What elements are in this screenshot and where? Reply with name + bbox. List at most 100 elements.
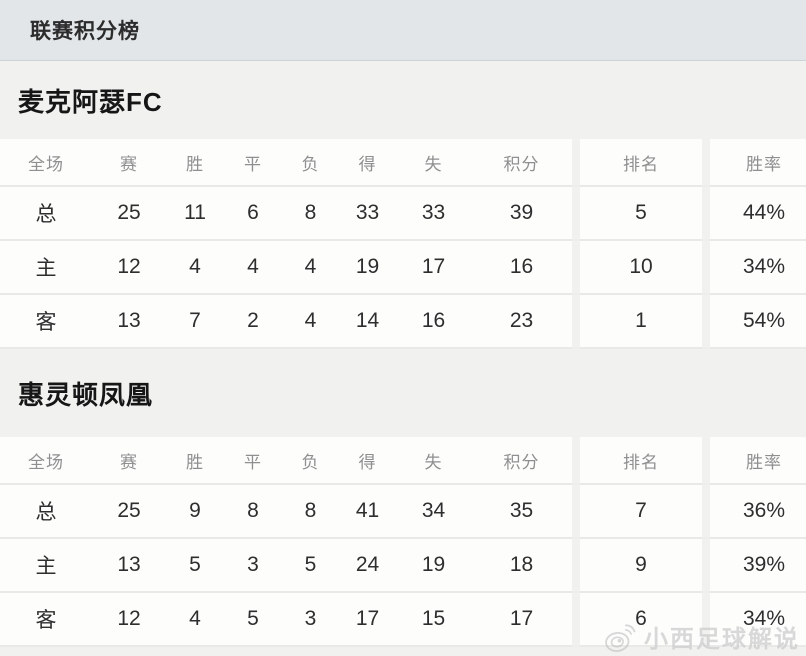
- cell-rank: 7: [580, 485, 702, 539]
- team-name: 麦克阿瑟FC: [18, 86, 163, 117]
- table-row-away: 客 13 7 2 4 14 16 23 1 54%: [0, 295, 806, 349]
- panel-gap: [572, 187, 580, 241]
- table-row-home: 主 13 5 3 5 24 19 18 9 39%: [0, 539, 806, 593]
- col-drawn: 平: [224, 139, 282, 187]
- row-scope-label: 主: [0, 539, 92, 593]
- cell-played: 12: [92, 241, 166, 295]
- panel-gap: [572, 539, 580, 593]
- cell-win-rate: 34%: [710, 593, 806, 647]
- panel-gap: [702, 139, 710, 187]
- cell-drawn: 5: [224, 593, 282, 647]
- cell-goals-for: 19: [339, 241, 396, 295]
- cell-goals-against: 16: [396, 295, 471, 349]
- panel-gap: [572, 241, 580, 295]
- cell-rank: 6: [580, 593, 702, 647]
- cell-goals-for: 33: [339, 187, 396, 241]
- cell-played: 13: [92, 295, 166, 349]
- standings-table-wellington: 全场 赛 胜 平 负 得 失 积分 排名 胜率 总 25 9 8 8 41 34: [0, 437, 806, 647]
- col-rank: 排名: [580, 437, 702, 485]
- cell-rank: 1: [580, 295, 702, 349]
- row-scope-label: 主: [0, 241, 92, 295]
- cell-won: 9: [166, 485, 224, 539]
- cell-points: 39: [471, 187, 572, 241]
- col-lost: 负: [282, 437, 339, 485]
- cell-goals-against: 33: [396, 187, 471, 241]
- col-points: 积分: [471, 139, 572, 187]
- col-win-rate: 胜率: [710, 139, 806, 187]
- cell-win-rate: 36%: [710, 485, 806, 539]
- table-row-total: 总 25 9 8 8 41 34 35 7 36%: [0, 485, 806, 539]
- cell-drawn: 8: [224, 485, 282, 539]
- row-scope-label: 客: [0, 593, 92, 647]
- table-row-home: 主 12 4 4 4 19 17 16 10 34%: [0, 241, 806, 295]
- page-title: 联赛积分榜: [30, 20, 140, 43]
- panel-gap: [702, 187, 710, 241]
- cell-won: 11: [166, 187, 224, 241]
- cell-goals-against: 17: [396, 241, 471, 295]
- cell-goals-against: 19: [396, 539, 471, 593]
- cell-rank: 10: [580, 241, 702, 295]
- row-scope-label: 总: [0, 485, 92, 539]
- cell-won: 4: [166, 593, 224, 647]
- col-lost: 负: [282, 139, 339, 187]
- panel-gap: [572, 139, 580, 187]
- cell-played: 13: [92, 539, 166, 593]
- cell-won: 5: [166, 539, 224, 593]
- cell-win-rate: 44%: [710, 187, 806, 241]
- panel-gap: [702, 593, 710, 647]
- standings-table-macarthur: 全场 赛 胜 平 负 得 失 积分 排名 胜率 总 25 11 6 8 33 3: [0, 139, 806, 349]
- col-played: 赛: [92, 139, 166, 187]
- cell-lost: 3: [282, 593, 339, 647]
- cell-points: 17: [471, 593, 572, 647]
- col-scope: 全场: [0, 139, 92, 187]
- col-won: 胜: [166, 139, 224, 187]
- cell-win-rate: 34%: [710, 241, 806, 295]
- team-section-macarthur: 麦克阿瑟FC 全场 赛 胜 平 负 得 失 积分 排名 胜率 总 25 11: [0, 61, 806, 349]
- team-section-wellington: 惠灵顿凤凰 全场 赛 胜 平 负 得 失 积分 排名 胜率 总 25 9 8: [0, 349, 806, 647]
- col-win-rate: 胜率: [710, 437, 806, 485]
- cell-played: 12: [92, 593, 166, 647]
- row-scope-label: 客: [0, 295, 92, 349]
- cell-points: 23: [471, 295, 572, 349]
- panel-gap: [702, 295, 710, 349]
- table-row-away: 客 12 4 5 3 17 15 17 6 34%: [0, 593, 806, 647]
- cell-points: 16: [471, 241, 572, 295]
- cell-win-rate: 39%: [710, 539, 806, 593]
- col-scope: 全场: [0, 437, 92, 485]
- panel-gap: [572, 485, 580, 539]
- cell-goals-against: 34: [396, 485, 471, 539]
- team-name: 惠灵顿凤凰: [18, 379, 154, 410]
- col-goals-against: 失: [396, 139, 471, 187]
- cell-rank: 5: [580, 187, 702, 241]
- table-row-total: 总 25 11 6 8 33 33 39 5 44%: [0, 187, 806, 241]
- row-scope-label: 总: [0, 187, 92, 241]
- cell-played: 25: [92, 485, 166, 539]
- col-goals-for: 得: [339, 437, 396, 485]
- cell-points: 18: [471, 539, 572, 593]
- cell-drawn: 6: [224, 187, 282, 241]
- panel-gap: [572, 437, 580, 485]
- cell-played: 25: [92, 187, 166, 241]
- col-played: 赛: [92, 437, 166, 485]
- cell-goals-for: 17: [339, 593, 396, 647]
- cell-lost: 4: [282, 241, 339, 295]
- cell-won: 7: [166, 295, 224, 349]
- cell-drawn: 4: [224, 241, 282, 295]
- panel-gap: [572, 295, 580, 349]
- cell-drawn: 2: [224, 295, 282, 349]
- col-goals-against: 失: [396, 437, 471, 485]
- col-drawn: 平: [224, 437, 282, 485]
- cell-lost: 8: [282, 485, 339, 539]
- cell-points: 35: [471, 485, 572, 539]
- cell-goals-for: 24: [339, 539, 396, 593]
- panel-gap: [702, 437, 710, 485]
- cell-win-rate: 54%: [710, 295, 806, 349]
- cell-drawn: 3: [224, 539, 282, 593]
- table-header-row: 全场 赛 胜 平 负 得 失 积分 排名 胜率: [0, 437, 806, 485]
- col-won: 胜: [166, 437, 224, 485]
- panel-gap: [702, 539, 710, 593]
- panel-gap: [702, 241, 710, 295]
- col-points: 积分: [471, 437, 572, 485]
- cell-goals-against: 15: [396, 593, 471, 647]
